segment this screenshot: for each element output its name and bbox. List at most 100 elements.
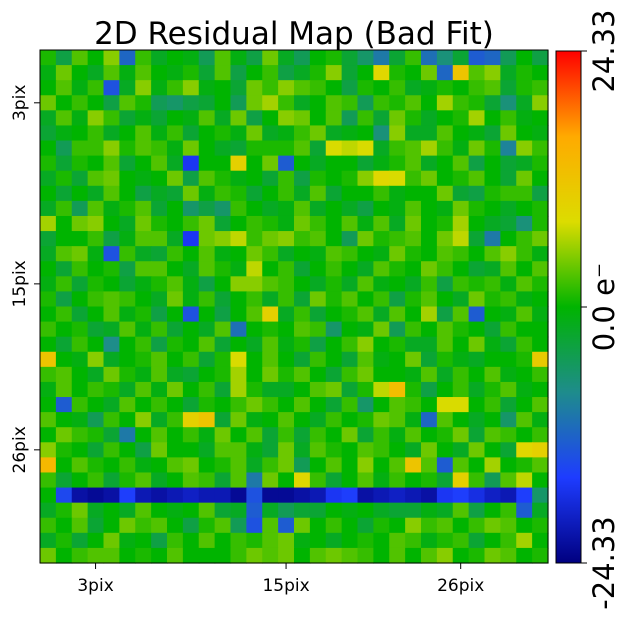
heatmap-cell: [484, 65, 501, 81]
heatmap-cell: [214, 80, 232, 96]
heatmap-cell: [452, 231, 470, 247]
heatmap-cell: [40, 397, 57, 413]
heatmap-cell: [309, 336, 327, 353]
heatmap-cell: [87, 50, 105, 66]
heatmap-cell: [500, 502, 517, 519]
heatmap-cell: [389, 457, 406, 474]
heatmap-cell: [341, 170, 359, 187]
heatmap-cell: [500, 381, 517, 398]
heatmap-cell: [468, 170, 486, 187]
heatmap-cell: [40, 472, 57, 489]
heatmap-cell: [532, 50, 549, 66]
heatmap-cell: [71, 215, 89, 232]
heatmap-cell: [484, 215, 501, 232]
heatmap-cell: [151, 155, 168, 172]
heatmap-cell: [103, 487, 120, 504]
heatmap-cell: [357, 95, 374, 111]
heatmap-cell: [357, 200, 374, 217]
heatmap-cell: [309, 351, 327, 368]
heatmap-cell: [421, 50, 438, 66]
heatmap-cell: [71, 487, 89, 504]
heatmap-cell: [373, 200, 390, 217]
heatmap-cell: [119, 125, 136, 142]
heatmap-cell: [230, 442, 247, 458]
heatmap-cell: [167, 125, 184, 142]
heatmap-cell: [405, 125, 422, 142]
heatmap-cell: [198, 215, 216, 232]
heatmap-cell: [325, 155, 343, 172]
heatmap-cell: [198, 381, 216, 398]
heatmap-cell: [436, 351, 454, 368]
heatmap-cell: [405, 487, 422, 504]
heatmap-cell: [278, 381, 295, 398]
heatmap-cell: [452, 397, 470, 413]
heatmap-cell: [421, 246, 438, 262]
heatmap-cell: [167, 381, 184, 398]
heatmap-cell: [151, 442, 168, 458]
heatmap-cell: [373, 442, 390, 458]
heatmap-cell: [500, 200, 517, 217]
heatmap-cell: [309, 321, 327, 338]
heatmap-cell: [167, 366, 184, 383]
heatmap-cell: [484, 170, 501, 187]
heatmap-cell: [436, 397, 454, 413]
heatmap-cell: [214, 397, 232, 413]
heatmap-cell: [119, 487, 136, 504]
heatmap-cell: [484, 291, 501, 308]
heatmap-cell: [151, 472, 168, 489]
heatmap-cell: [389, 442, 406, 458]
heatmap-cell: [278, 125, 295, 142]
heatmap-cell: [182, 427, 200, 443]
heatmap-cell: [246, 397, 263, 413]
heatmap-cell: [341, 80, 359, 96]
heatmap-cell: [278, 427, 295, 443]
heatmap-cell: [389, 261, 406, 277]
heatmap-cell: [532, 487, 549, 504]
heatmap-cell: [55, 140, 73, 157]
heatmap-cell: [71, 532, 89, 549]
heatmap-cell: [135, 427, 152, 443]
heatmap-cell: [103, 200, 120, 217]
heatmap-cell: [87, 487, 105, 504]
heatmap-cell: [87, 351, 105, 368]
heatmap-cell: [421, 140, 438, 157]
heatmap-cell: [452, 547, 470, 564]
heatmap-cell: [357, 351, 374, 368]
heatmap-cell: [421, 442, 438, 458]
heatmap-cell: [325, 366, 343, 383]
heatmap-cell: [198, 110, 216, 127]
heatmap-cell: [214, 366, 232, 383]
heatmap-cell: [389, 547, 406, 564]
heatmap-cell: [468, 547, 486, 564]
heatmap-cell: [167, 291, 184, 308]
heatmap-cell: [55, 412, 73, 428]
heatmap-cell: [294, 50, 311, 66]
heatmap-cell: [230, 125, 247, 142]
heatmap-cell: [182, 321, 200, 338]
heatmap-cell: [119, 95, 136, 111]
heatmap-cell: [198, 170, 216, 187]
heatmap-cell: [325, 276, 343, 293]
heatmap-cell: [55, 457, 73, 474]
heatmap-cell: [294, 472, 311, 489]
heatmap-cell: [532, 261, 549, 277]
y-tick-label: 26pix: [10, 426, 30, 473]
heatmap-cell: [40, 532, 57, 549]
heatmap-cell: [278, 351, 295, 368]
heatmap-cell: [421, 366, 438, 383]
heatmap-cell: [230, 246, 247, 262]
heatmap-cell: [55, 261, 73, 277]
heatmap-cell: [421, 200, 438, 217]
heatmap-cell: [182, 502, 200, 519]
heatmap-cell: [405, 336, 422, 353]
heatmap-cell: [103, 215, 120, 232]
heatmap-cell: [468, 472, 486, 489]
heatmap-cell: [40, 427, 57, 443]
heatmap-cell: [71, 517, 89, 534]
heatmap-cell: [500, 155, 517, 172]
heatmap-cell: [373, 321, 390, 338]
heatmap-cell: [373, 472, 390, 489]
heatmap-cell: [341, 246, 359, 262]
heatmap-cell: [135, 185, 152, 202]
heatmap-cell: [230, 65, 247, 81]
